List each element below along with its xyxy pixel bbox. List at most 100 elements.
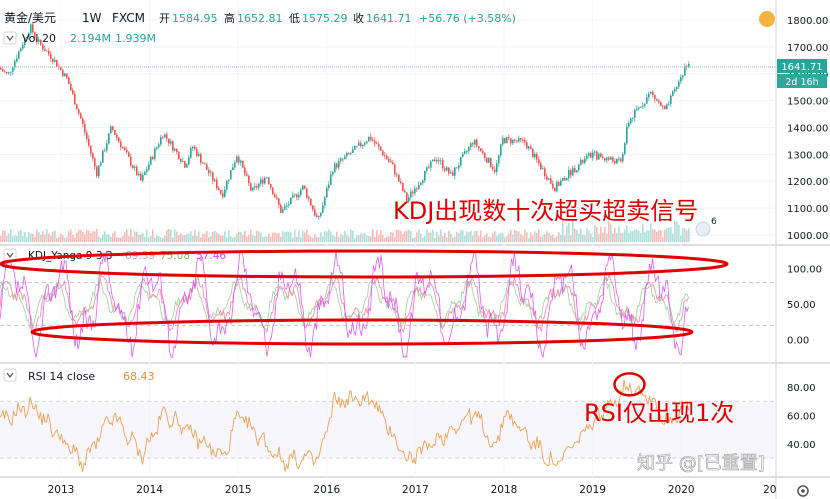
volume-bar [286, 231, 288, 242]
volume-bar [560, 234, 562, 242]
rsi-collapse-button[interactable] [3, 368, 17, 382]
volume-bar [270, 236, 272, 242]
alert-dot-icon[interactable] [759, 11, 775, 27]
volume-legend: Vol 20 2.194M 1.939M [3, 31, 156, 45]
candle-body [576, 170, 578, 173]
candle-body [236, 156, 238, 163]
rsi-tick-label: 60.00 [787, 412, 816, 423]
volume-collapse-button[interactable] [3, 31, 17, 45]
volume-bar [274, 232, 276, 242]
candle-body [148, 164, 150, 170]
volume-bar [306, 229, 308, 242]
candle-body [580, 160, 582, 165]
volume-bar [48, 233, 50, 242]
volume-bar [600, 226, 602, 242]
candle-body [12, 67, 14, 72]
volume-bar [348, 236, 350, 242]
volume-bar [438, 235, 440, 242]
candle-body [394, 164, 396, 175]
volume-bar [584, 235, 586, 242]
candle-body [118, 137, 120, 142]
volume-bars [0, 220, 690, 242]
symbol-name[interactable]: 黄金/美元 [4, 10, 56, 25]
candle-body [522, 139, 524, 141]
candle-body [592, 152, 594, 158]
volume-bar [86, 229, 88, 242]
candle-body [48, 50, 50, 55]
time-axis-ticks: 2013 2014 2015 2016 2017 2018 2019 2020 20 [48, 484, 777, 496]
countdown-value: 2d 16h [785, 77, 818, 88]
volume-bar [626, 224, 628, 242]
volume-bar [94, 231, 96, 242]
candle-body [266, 177, 268, 179]
candle-body [124, 147, 126, 150]
volume-bar [500, 232, 502, 242]
candle-body [470, 143, 472, 148]
interval[interactable]: 1W [82, 11, 102, 25]
volume-bar [534, 231, 536, 242]
volume-bar [520, 234, 522, 242]
candle-body [290, 197, 292, 205]
candle-body [244, 167, 246, 175]
volume-bar [430, 232, 432, 242]
volume-bar [592, 236, 594, 242]
volume-bar [628, 232, 630, 242]
kdj-collapse-button[interactable] [3, 248, 17, 262]
candle-body [628, 122, 630, 127]
volume-bar [324, 231, 326, 242]
candle-body [132, 165, 134, 168]
volume-bar [468, 232, 470, 242]
candle-body [176, 148, 178, 153]
candle-body [100, 162, 102, 166]
candle-body [222, 193, 224, 197]
candle-body [8, 72, 10, 74]
candle-body [84, 123, 86, 133]
candle-body [94, 158, 96, 167]
candle-body [272, 187, 274, 195]
candle-body [634, 110, 636, 118]
candle-body [56, 59, 58, 67]
volume-bar [672, 233, 674, 242]
candle-body [380, 146, 382, 151]
volume-bar [492, 233, 494, 242]
settings-gear-icon[interactable] [797, 485, 809, 497]
candle-body [688, 64, 690, 68]
volume-bar [446, 237, 448, 242]
volume-bar [536, 233, 538, 242]
chevron-down-icon [6, 372, 14, 378]
candle-body [98, 165, 100, 177]
candle-body [144, 172, 146, 175]
candle-body [540, 163, 542, 170]
volume-bar [652, 229, 654, 242]
candle-body [542, 168, 544, 170]
candle-body [130, 156, 132, 166]
volume-bar [260, 232, 262, 242]
candle-body [138, 173, 140, 176]
candle-body [342, 158, 344, 160]
volume-bar [478, 235, 480, 242]
volume-bar [194, 230, 196, 242]
candle-body [676, 86, 678, 90]
volume-bar [254, 236, 256, 242]
kdj-k-line [0, 272, 689, 334]
candle-body [6, 71, 8, 73]
volume-bar [448, 230, 450, 242]
candle-body [232, 167, 234, 171]
candle-body [448, 167, 450, 174]
flag-badge-icon[interactable] [695, 221, 711, 237]
candle-body [434, 159, 436, 162]
candle-body [376, 143, 378, 145]
volume-bar [406, 230, 408, 242]
candle-body [456, 167, 458, 169]
volume-bar [552, 234, 554, 242]
candle-body [600, 153, 602, 157]
candle-body [150, 156, 152, 165]
volume-bar [484, 235, 486, 242]
candle-body [468, 147, 470, 152]
candle-body [276, 197, 278, 199]
volume-bar [574, 228, 576, 242]
open-value: 1584.95 [172, 12, 218, 25]
candle-body [494, 169, 496, 172]
candle-body [300, 189, 302, 195]
candle-body [620, 158, 622, 162]
